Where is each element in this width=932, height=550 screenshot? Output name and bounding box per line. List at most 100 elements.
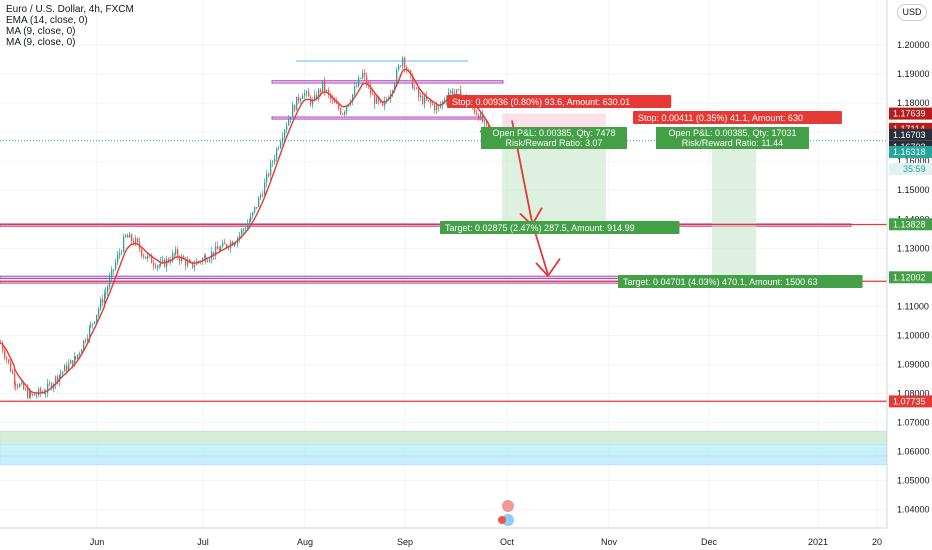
candle [105, 292, 107, 295]
time-tick-label: Nov [601, 537, 618, 547]
price-tag: 1.07735 [893, 396, 926, 406]
candle [304, 93, 306, 96]
candle [15, 383, 17, 386]
candle [235, 243, 237, 245]
candle [366, 75, 368, 85]
event-icon [502, 514, 514, 526]
candle [211, 251, 213, 259]
candle [312, 100, 314, 105]
candle [72, 360, 74, 366]
candle [270, 162, 272, 176]
candle [378, 97, 380, 102]
time-tick-label: Dec [701, 537, 718, 547]
candle [338, 103, 340, 109]
candle [34, 394, 36, 396]
candle [6, 357, 8, 360]
candle [414, 87, 416, 89]
candle [159, 265, 161, 267]
candle [456, 89, 458, 94]
time-tick-label: Aug [297, 537, 313, 547]
candle [23, 382, 25, 390]
candle [394, 83, 396, 91]
zone [0, 455, 888, 466]
candle [416, 87, 418, 89]
candle [32, 394, 34, 396]
candle [94, 321, 96, 324]
candle [129, 234, 131, 238]
candle [268, 173, 270, 176]
candle [306, 91, 308, 94]
candle [157, 265, 159, 268]
indicator-ma-1[interactable]: MA (9, close, 0) [6, 26, 76, 37]
candle [276, 148, 278, 159]
candle [272, 162, 274, 163]
countdown-bg [889, 162, 932, 175]
candle [274, 158, 276, 163]
candle [75, 356, 77, 359]
candle [364, 72, 366, 76]
candle [12, 371, 14, 374]
candle [66, 365, 68, 371]
position-1-group: Open P&L: 0.00385, Qty: 7478Risk/Reward … [481, 127, 627, 149]
candle [241, 229, 243, 235]
reward-area-2 [712, 140, 756, 278]
target-label-1-group: Target: 0.02875 (2.47%) 287.5, Amount: 9… [440, 221, 680, 234]
candle [25, 388, 27, 390]
position-2-group: Open P&L: 0.00385, Qty: 17031Risk/Reward… [656, 127, 809, 149]
time-tick-label: Jul [197, 537, 209, 547]
candle [4, 350, 6, 358]
candle [131, 234, 133, 242]
candles [0, 56, 494, 400]
currency-button[interactable]: USD [897, 4, 927, 21]
candle [258, 197, 260, 207]
candle [2, 342, 4, 351]
candle [111, 269, 113, 278]
candle [452, 90, 454, 96]
candle [185, 259, 187, 266]
candle [418, 88, 420, 98]
candle [328, 90, 330, 95]
price-tick-label: 1.09000 [897, 359, 930, 369]
candle [380, 101, 382, 103]
candle [480, 113, 482, 120]
candle [370, 85, 372, 94]
indicator-ma-2[interactable]: MA (9, close, 0) [6, 37, 76, 48]
price-tag-bg [889, 395, 932, 408]
candle [192, 261, 194, 268]
price-tag: 1.16318 [893, 147, 926, 157]
candle [117, 255, 119, 263]
candle [278, 147, 280, 149]
candle [342, 113, 344, 115]
candle [135, 238, 137, 245]
candle [360, 78, 362, 79]
stop-label-2: Stop: 0.00411 (0.35%) 41.1, Amount: 630 [638, 113, 803, 123]
candle [434, 104, 436, 111]
time-tick-label: Jun [90, 537, 105, 547]
price-tag: 1.17639 [893, 109, 926, 119]
candle [249, 220, 251, 224]
price-tag-bg [889, 128, 932, 141]
candle [292, 105, 294, 118]
chart-title: Euro / U.S. Dollar, 4h, FXCM [6, 4, 134, 15]
candle [90, 324, 92, 327]
candle [330, 94, 332, 99]
candle [215, 246, 217, 256]
candle [284, 130, 286, 138]
candle [179, 257, 181, 262]
candle [298, 96, 300, 102]
candle [247, 223, 249, 229]
indicator-ema[interactable]: EMA (14, close, 0) [6, 15, 88, 26]
candle [224, 242, 226, 245]
target-label-1: Target: 0.02875 (2.47%) 287.5, Amount: 9… [445, 223, 635, 233]
candle [486, 120, 488, 125]
stop-label-2-group: Stop: 0.00411 (0.35%) 41.1, Amount: 630 [633, 111, 842, 124]
candle [107, 286, 109, 293]
candle [177, 249, 179, 258]
price-tick-label: 1.13000 [897, 243, 930, 253]
candle [19, 384, 21, 388]
candle [222, 242, 224, 247]
price-tick-label: 1.05000 [897, 476, 930, 486]
position-2-bg [656, 127, 809, 149]
candle [226, 244, 228, 248]
